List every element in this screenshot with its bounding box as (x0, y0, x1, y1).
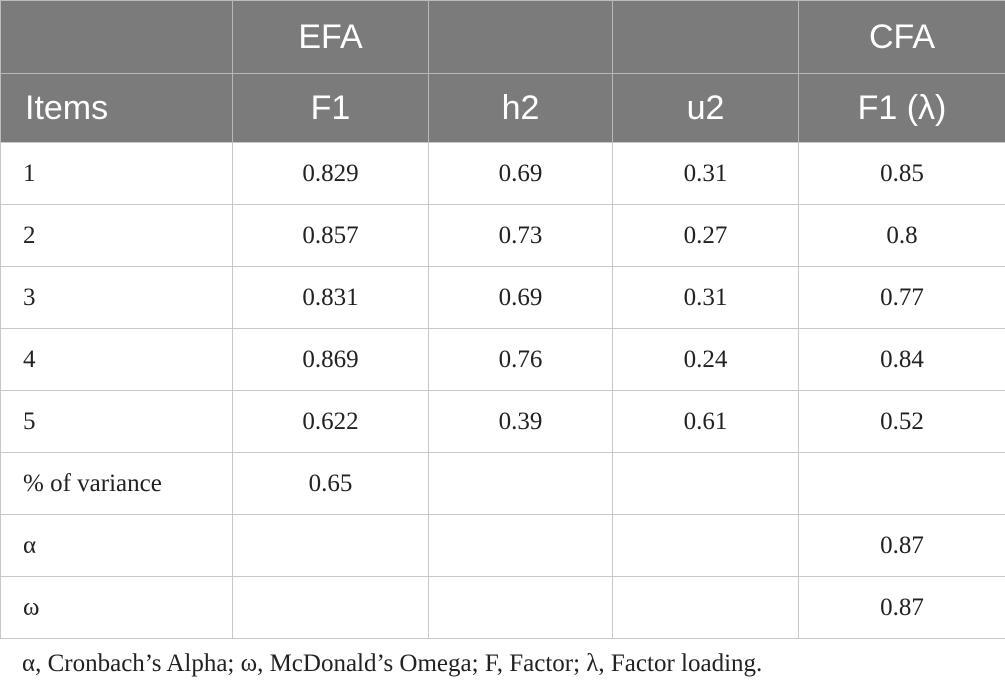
cell-cfa-f1: 0.87 (798, 576, 1005, 639)
cell-cfa-f1 (798, 452, 1005, 515)
cell-u2: 0.31 (612, 142, 799, 205)
column-header-row: Items F1 h2 u2 F1 (λ) (0, 73, 1005, 143)
cell-u2 (612, 452, 799, 515)
cell-u2 (612, 514, 799, 577)
cell-u2: 0.61 (612, 390, 799, 453)
column-header-f1: F1 (232, 73, 429, 143)
cell-cfa-f1: 0.8 (798, 204, 1005, 267)
row-label: % of variance (0, 452, 233, 515)
row-label: 1 (0, 142, 233, 205)
group-header-efa: EFA (232, 0, 429, 74)
row-label: 3 (0, 266, 233, 329)
cell-cfa-f1: 0.77 (798, 266, 1005, 329)
cell-efa-f1: 0.831 (232, 266, 429, 329)
group-header-row: EFA CFA (0, 0, 1005, 74)
cell-h2 (428, 576, 613, 639)
cell-efa-f1 (232, 514, 429, 577)
cell-u2 (612, 576, 799, 639)
factor-analysis-table: EFA CFA Items F1 h2 u2 F1 (λ) 1 0.829 0.… (0, 0, 1005, 639)
cell-u2: 0.27 (612, 204, 799, 267)
table-row: 3 0.831 0.69 0.31 0.77 (0, 266, 1005, 329)
group-header-cfa: CFA (798, 0, 1005, 74)
table-row: 4 0.869 0.76 0.24 0.84 (0, 328, 1005, 391)
cell-u2: 0.31 (612, 266, 799, 329)
row-label: α (0, 514, 233, 577)
cell-cfa-f1: 0.52 (798, 390, 1005, 453)
cell-h2: 0.39 (428, 390, 613, 453)
cell-efa-f1: 0.829 (232, 142, 429, 205)
row-label: ω (0, 576, 233, 639)
table-row: % of variance 0.65 (0, 452, 1005, 515)
group-header-empty (428, 0, 613, 74)
cell-h2: 0.69 (428, 266, 613, 329)
cell-cfa-f1: 0.84 (798, 328, 1005, 391)
cell-u2: 0.24 (612, 328, 799, 391)
cell-efa-f1: 0.857 (232, 204, 429, 267)
cell-efa-f1 (232, 576, 429, 639)
cell-h2 (428, 452, 613, 515)
group-header-empty (612, 0, 799, 74)
table-row: 1 0.829 0.69 0.31 0.85 (0, 142, 1005, 205)
column-header-h2: h2 (428, 73, 613, 143)
cell-efa-f1: 0.622 (232, 390, 429, 453)
table-row: ω 0.87 (0, 576, 1005, 639)
table-body: 1 0.829 0.69 0.31 0.85 2 0.857 0.73 0.27… (0, 142, 1005, 639)
group-header-empty (0, 0, 233, 74)
row-label: 4 (0, 328, 233, 391)
table-row: α 0.87 (0, 514, 1005, 577)
cell-h2: 0.73 (428, 204, 613, 267)
cell-h2 (428, 514, 613, 577)
cell-efa-f1: 0.65 (232, 452, 429, 515)
column-header-cfa-f1: F1 (λ) (798, 73, 1005, 143)
row-label: 5 (0, 390, 233, 453)
cell-h2: 0.69 (428, 142, 613, 205)
table-row: 5 0.622 0.39 0.61 0.52 (0, 390, 1005, 453)
cell-efa-f1: 0.869 (232, 328, 429, 391)
column-header-u2: u2 (612, 73, 799, 143)
table-row: 2 0.857 0.73 0.27 0.8 (0, 204, 1005, 267)
table-footnote: α, Cronbach’s Alpha; ω, McDonald’s Omega… (22, 650, 763, 677)
cell-cfa-f1: 0.85 (798, 142, 1005, 205)
column-header-items: Items (0, 73, 233, 143)
cell-h2: 0.76 (428, 328, 613, 391)
row-label: 2 (0, 204, 233, 267)
cell-cfa-f1: 0.87 (798, 514, 1005, 577)
